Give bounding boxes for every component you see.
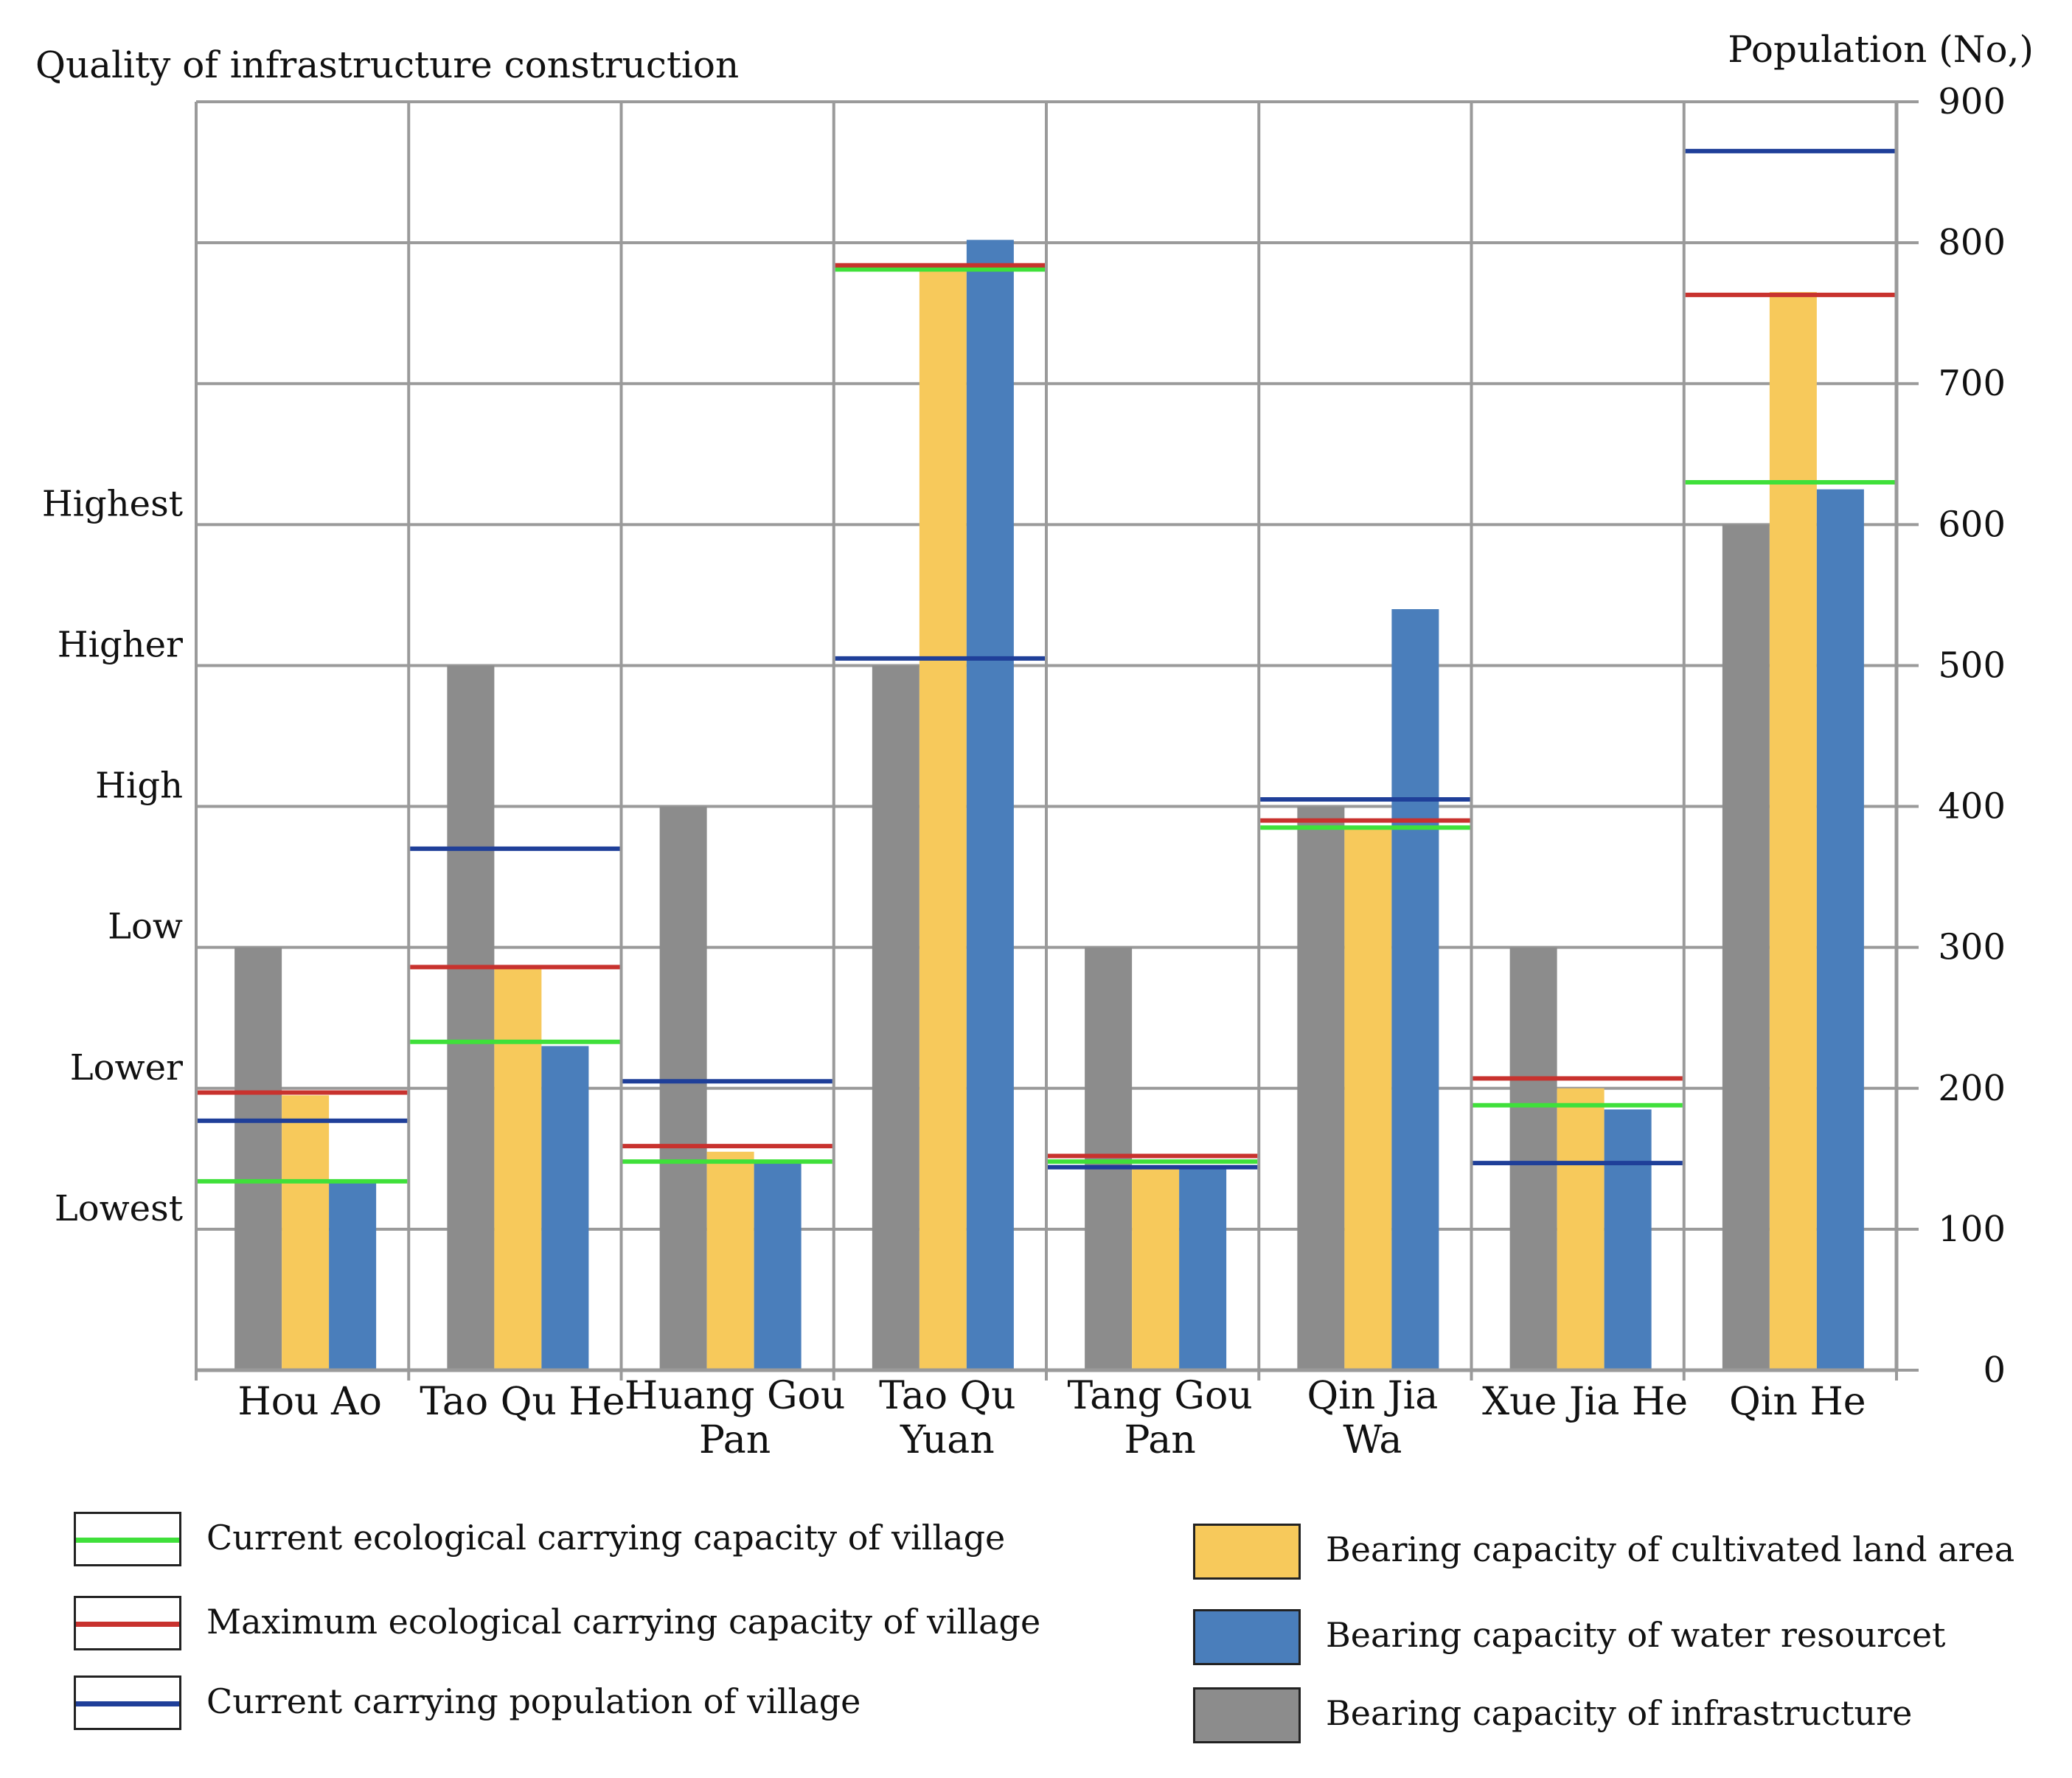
category-label: Qin He <box>1729 1380 1866 1424</box>
bar <box>1722 524 1770 1371</box>
legend-swatch-blue-line <box>74 1675 181 1730</box>
legend-swatch-red-line <box>74 1596 181 1650</box>
lines-layer <box>198 148 1895 1184</box>
bar <box>966 240 1014 1371</box>
chart: Quality of infrastructure construction P… <box>35 28 2034 1462</box>
labels-layer: 0 100 200 300 400 500 600 700 800 900 Lowest Lower L… <box>42 81 2006 1462</box>
category-label-line2: Wa <box>1343 1418 1402 1462</box>
bar <box>1391 609 1439 1370</box>
legend-label: Bearing capacity of cultivated land area <box>1326 1529 2015 1569</box>
legend-label: Maximum ecological carrying capacity of … <box>206 1602 1041 1642</box>
bar <box>329 1182 377 1370</box>
left-tick-label: Lower <box>70 1047 183 1088</box>
right-tick-label: 600 <box>1938 504 2006 545</box>
bar <box>1557 1088 1605 1370</box>
bar <box>1297 806 1345 1370</box>
left-tick-label: Low <box>108 906 183 948</box>
right-tick-label: 700 <box>1938 363 2006 404</box>
category-label: Huang Gou <box>625 1374 845 1418</box>
category-label-line2: Pan <box>699 1418 771 1462</box>
category-label: Qin Jia <box>1307 1374 1438 1418</box>
category-label: Tao Qu He <box>420 1380 625 1424</box>
bar <box>659 806 707 1370</box>
left-tick-label: Higher <box>58 624 183 665</box>
legend-label: Bearing capacity of infrastructure <box>1326 1693 1913 1733</box>
right-tick-label: 100 <box>1938 1209 2006 1250</box>
bar <box>1509 947 1557 1370</box>
legend-swatch-blue-box <box>1193 1609 1301 1665</box>
right-tick-label: 200 <box>1938 1068 2006 1109</box>
bar <box>754 1161 802 1370</box>
right-tick-label: 500 <box>1938 645 2006 686</box>
legend-label: Bearing capacity of water resourcet <box>1326 1615 1946 1655</box>
legend-swatch-yellow-box <box>1193 1524 1301 1580</box>
bar <box>282 1095 330 1370</box>
bar <box>1816 489 1864 1370</box>
category-label: Tao Qu <box>879 1374 1016 1418</box>
right-tick-label: 400 <box>1938 786 2006 827</box>
bar <box>1604 1109 1652 1370</box>
legend-label: Current ecological carrying capacity of … <box>206 1518 1006 1558</box>
category-label: Tang Gou <box>1067 1374 1252 1418</box>
bar <box>1769 292 1817 1370</box>
legend-label: Current carrying population of village <box>206 1681 861 1721</box>
bars-layer <box>234 240 1864 1371</box>
category-label-line2: Pan <box>1124 1418 1196 1462</box>
bar <box>234 947 282 1370</box>
bar <box>1132 1165 1180 1370</box>
right-tick-label: 0 <box>1983 1350 2006 1391</box>
bar <box>706 1151 754 1370</box>
right-tick-label: 300 <box>1938 927 2006 968</box>
left-tick-label: Highest <box>42 483 183 524</box>
bar <box>1085 947 1133 1370</box>
right-tick-label: 900 <box>1938 81 2006 122</box>
bar <box>541 1046 589 1370</box>
left-tick-label: Lowest <box>55 1188 183 1229</box>
bar <box>494 968 542 1370</box>
legend-swatch-green-line <box>74 1512 181 1566</box>
bar <box>447 665 495 1370</box>
category-label: Hou Ao <box>237 1380 382 1424</box>
right-tick-label: 800 <box>1938 222 2006 263</box>
bar <box>1344 827 1392 1370</box>
bar <box>872 665 919 1370</box>
right-axis-title: Population (No,) <box>1728 28 2034 71</box>
left-tick-label: High <box>95 765 183 807</box>
axes-layer <box>195 100 1919 1381</box>
bar <box>919 271 967 1370</box>
left-axis-title: Quality of infrastructure construction <box>35 44 739 86</box>
category-label: Xue Jia He <box>1482 1380 1688 1424</box>
bar <box>1179 1165 1227 1370</box>
legend-swatch-gray-box <box>1193 1687 1301 1743</box>
category-label-line2: Yuan <box>900 1418 995 1462</box>
